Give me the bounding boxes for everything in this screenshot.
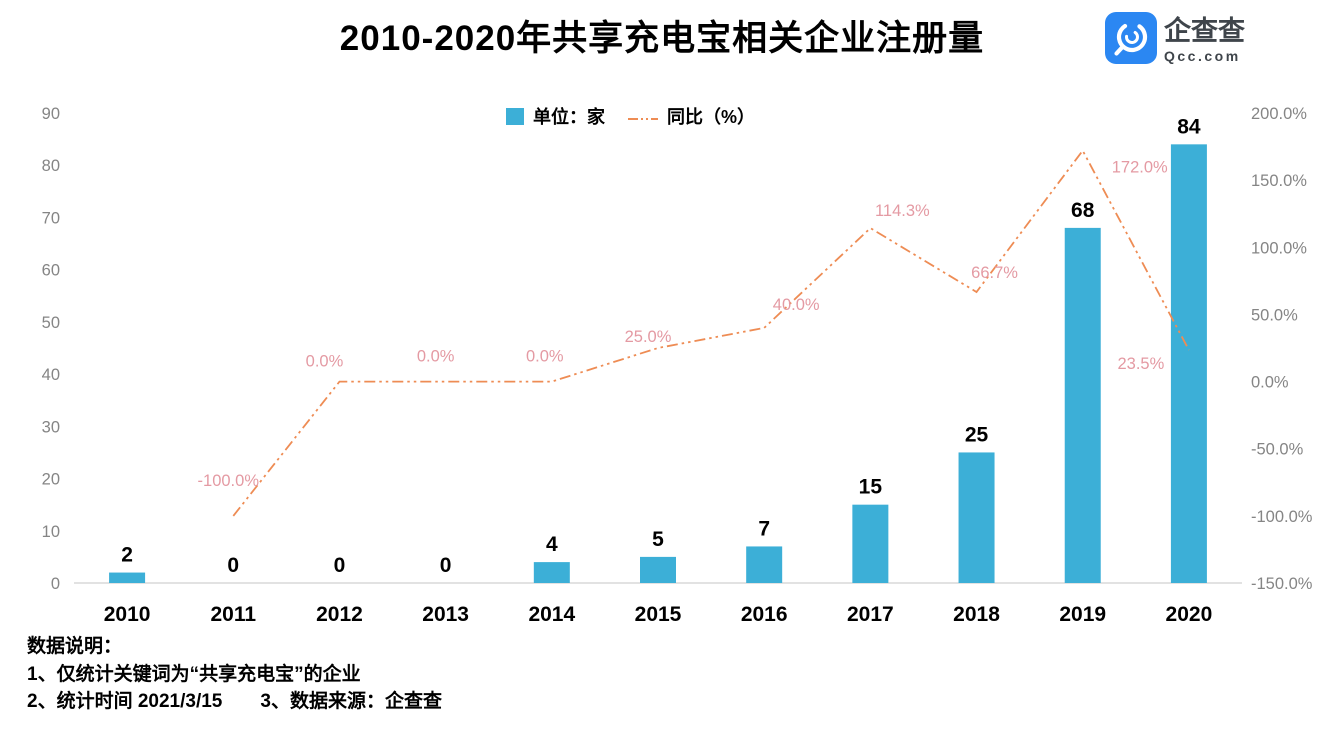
- x-axis-label-2012: 2012: [316, 603, 363, 626]
- bar-2018: [958, 452, 995, 583]
- left-axis-tick: 30: [42, 418, 60, 436]
- x-axis-label-2010: 2010: [104, 603, 151, 626]
- x-axis-label-2017: 2017: [847, 603, 894, 626]
- yoy-point-label-2017: 114.3%: [875, 202, 930, 220]
- x-axis-label-2018: 2018: [953, 603, 1000, 626]
- yoy-point-label-2020: 23.5%: [1118, 355, 1165, 373]
- bar-value-label-2018: 25: [965, 423, 989, 446]
- bar-value-label-2014: 4: [546, 533, 558, 556]
- yoy-point-label-2019: 172.0%: [1112, 159, 1168, 177]
- logo-domain: Qcc.com: [1164, 48, 1241, 65]
- bar-value-label-2010: 2: [121, 544, 133, 567]
- left-axis-tick: 90: [42, 105, 60, 123]
- line-series-label: 同比（%）: [667, 107, 756, 127]
- yoy-point-label-2018: 66.7%: [971, 264, 1018, 282]
- x-axis-label-2016: 2016: [741, 603, 788, 626]
- bar-value-label-2011: 0: [227, 554, 239, 577]
- line-series-marker: [628, 106, 658, 127]
- bar-value-label-2015: 5: [652, 528, 664, 551]
- bar-2016: [746, 546, 783, 583]
- data-notes: 数据说明： 1、仅统计关键词为“共享充电宝”的企业 2、统计时间 2021/3/…: [27, 633, 442, 716]
- yoy-point-label-2015: 25.0%: [625, 328, 672, 346]
- x-axis-label-2015: 2015: [635, 603, 682, 626]
- notes-heading: 数据说明：: [27, 636, 123, 657]
- right-axis-tick: 100.0%: [1251, 239, 1307, 257]
- left-axis-tick: 80: [42, 157, 60, 175]
- bar-value-label-2020: 84: [1177, 115, 1201, 138]
- left-axis-tick: 40: [42, 366, 60, 384]
- yoy-point-label-2016: 40.0%: [773, 296, 820, 314]
- bar-2014: [533, 562, 570, 583]
- logo-brand: 企查查: [1164, 15, 1245, 46]
- bar-2020: [1170, 144, 1207, 584]
- bar-value-label-2013: 0: [440, 554, 452, 577]
- notes-line-1: 1、仅统计关键词为“共享充电宝”的企业: [27, 663, 361, 685]
- bar-value-label-2019: 68: [1071, 199, 1095, 222]
- notes-line-2: 2、统计时间 2021/3/15 3、数据来源：企查查: [27, 691, 442, 712]
- yoy-point-label-2012: 0.0%: [306, 353, 344, 371]
- bar-2019: [1064, 227, 1101, 583]
- bar-2015: [640, 556, 676, 583]
- page-title: 2010-2020年共享充电宝相关企业注册量: [339, 19, 985, 58]
- left-axis-tick: 70: [42, 209, 60, 227]
- bar-series-label: 单位：家: [533, 107, 605, 127]
- left-axis-tick: 20: [42, 471, 60, 489]
- x-axis-label-2020: 2020: [1166, 603, 1213, 626]
- yoy-line: [232, 148, 1190, 517]
- left-axis-tick: 0: [51, 575, 60, 593]
- x-axis-label-2011: 2011: [210, 603, 256, 626]
- right-axis-tick: -50.0%: [1251, 441, 1304, 459]
- x-axis-label-2019: 2019: [1059, 603, 1106, 626]
- right-axis-tick: -150.0%: [1251, 575, 1313, 593]
- right-axis-tick: 150.0%: [1251, 172, 1307, 190]
- yoy-point-label-2013: 0.0%: [417, 348, 455, 366]
- chart-legend: 单位：家 同比（%）: [506, 103, 755, 129]
- right-axis-tick: 200.0%: [1251, 105, 1307, 123]
- yoy-point-label-2014: 0.0%: [526, 348, 564, 366]
- bar-series-swatch: [506, 107, 524, 125]
- left-axis-tick: 60: [42, 262, 60, 280]
- logo-text: 企查查 Qcc.com: [1164, 15, 1245, 65]
- bar-value-label-2012: 0: [334, 554, 346, 577]
- qcc-magnifier-icon: [1105, 12, 1157, 69]
- bar-2010: [109, 572, 146, 583]
- qcc-logo: 企查查 Qcc.com: [1105, 12, 1245, 69]
- x-axis-label-2013: 2013: [422, 603, 469, 626]
- left-axis-tick: 10: [42, 523, 60, 541]
- left-axis-tick: 50: [42, 314, 60, 332]
- bar-value-label-2017: 15: [859, 476, 883, 499]
- right-axis-tick: 0.0%: [1251, 374, 1289, 392]
- bar-value-label-2016: 7: [758, 517, 770, 540]
- yoy-point-label-2011: -100.0%: [198, 472, 260, 490]
- bar-2017: [852, 504, 889, 583]
- x-axis-label-2014: 2014: [528, 603, 575, 626]
- right-axis-tick: -100.0%: [1251, 508, 1313, 526]
- right-axis-tick: 50.0%: [1251, 306, 1298, 324]
